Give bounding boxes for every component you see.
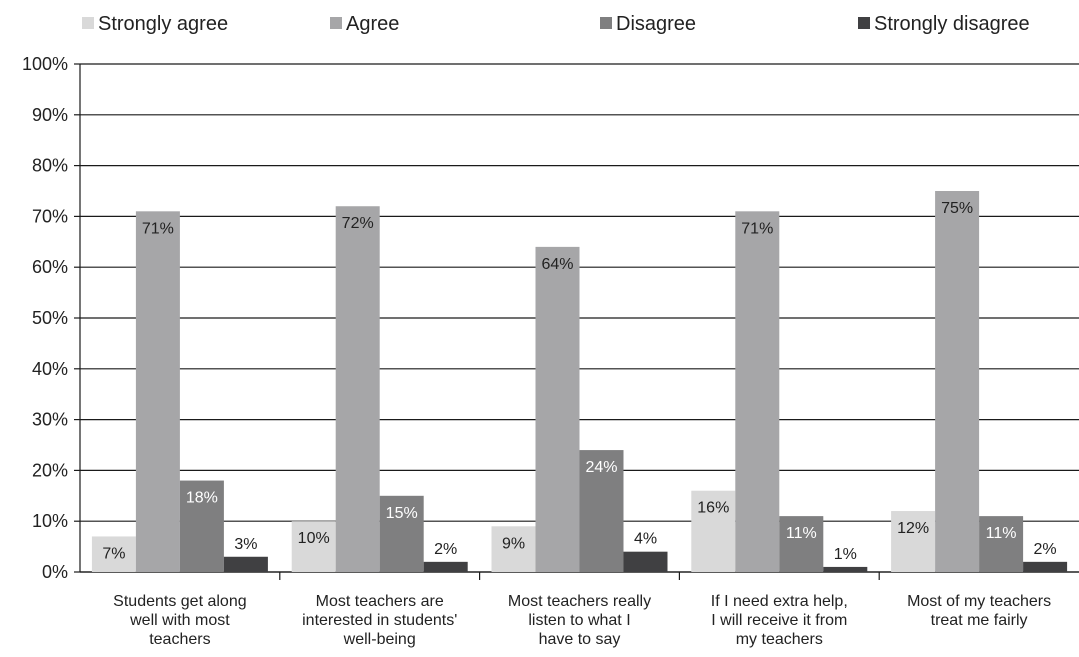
- data-label-strongly-agree-3: 16%: [697, 500, 729, 517]
- x-category-label-3-line-0: If I need extra help,: [711, 593, 848, 610]
- x-category-label-1-line-0: Most teachers are: [316, 593, 444, 610]
- y-tick-label-100: 100%: [22, 54, 68, 74]
- legend-swatch-strongly-disagree: [858, 17, 870, 29]
- bar-disagree-2: [579, 450, 624, 572]
- bar-disagree-1: [379, 495, 424, 572]
- bar-disagree-4: [979, 516, 1024, 572]
- legend-label-strongly-agree: Strongly agree: [98, 13, 228, 35]
- legend-label-disagree: Disagree: [616, 13, 696, 35]
- x-category-label-2-line-1: listen to what I: [528, 612, 630, 629]
- data-label-strongly-disagree-3: 1%: [834, 546, 857, 563]
- legend-swatch-strongly-agree: [82, 17, 94, 29]
- legend-label-agree: Agree: [346, 13, 399, 35]
- legend-swatch-disagree: [600, 17, 612, 29]
- data-label-disagree-3: 11%: [786, 525, 817, 542]
- legend-label-strongly-disagree: Strongly disagree: [874, 13, 1030, 35]
- x-category-label-0-line-0: Students get along: [113, 593, 246, 610]
- bar-strongly-agree-3: [691, 490, 736, 572]
- x-category-label-4-line-0: Most of my teachers: [907, 593, 1051, 610]
- bar-strongly-disagree-1: [423, 561, 468, 572]
- x-category-label-3-line-1: I will receive it from: [711, 612, 847, 629]
- data-label-disagree-1: 15%: [386, 505, 418, 522]
- bar-strongly-disagree-3: [823, 566, 868, 572]
- y-tick-label-50: 50%: [32, 308, 68, 328]
- bar-agree-0: [135, 211, 180, 572]
- x-category-label-0-line-2: teachers: [149, 631, 210, 648]
- y-tick-label-60: 60%: [32, 257, 68, 277]
- bar-disagree-0: [179, 480, 224, 572]
- data-label-agree-2: 64%: [541, 256, 573, 273]
- y-tick-label-0: 0%: [42, 562, 68, 582]
- data-label-strongly-agree-4: 12%: [897, 520, 929, 537]
- data-label-strongly-disagree-4: 2%: [1034, 541, 1057, 558]
- bar-agree-1: [335, 206, 380, 573]
- y-tick-label-10: 10%: [32, 511, 68, 531]
- y-tick-label-80: 80%: [32, 156, 68, 176]
- data-label-strongly-agree-1: 10%: [298, 530, 330, 547]
- x-category-label-1-line-1: interested in students': [302, 612, 457, 629]
- data-label-strongly-agree-0: 7%: [102, 545, 125, 562]
- bar-strongly-agree-4: [891, 511, 936, 572]
- bar-disagree-3: [779, 516, 824, 572]
- data-label-strongly-disagree-2: 4%: [634, 531, 657, 548]
- data-label-disagree-2: 24%: [585, 459, 617, 476]
- bar-strongly-agree-2: [491, 526, 536, 572]
- x-category-label-1-line-2: well-being: [343, 631, 416, 648]
- bar-strongly-agree-0: [91, 536, 136, 572]
- bar-agree-2: [535, 246, 580, 572]
- x-category-label-2-line-2: have to say: [539, 631, 621, 648]
- bar-strongly-disagree-2: [623, 551, 668, 572]
- bar-agree-3: [735, 211, 780, 572]
- data-label-disagree-4: 11%: [986, 525, 1017, 542]
- y-tick-label-90: 90%: [32, 105, 68, 125]
- data-label-agree-3: 71%: [741, 220, 773, 237]
- bar-strongly-disagree-4: [1023, 561, 1068, 572]
- legend-swatch-agree: [330, 17, 342, 29]
- x-category-label-4-line-1: treat me fairly: [931, 612, 1028, 629]
- bar-strongly-disagree-0: [223, 556, 268, 572]
- data-label-agree-0: 71%: [142, 220, 174, 237]
- data-label-strongly-agree-2: 9%: [502, 535, 525, 552]
- y-tick-label-30: 30%: [32, 410, 68, 430]
- y-tick-label-20: 20%: [32, 460, 68, 480]
- data-label-strongly-disagree-1: 2%: [434, 541, 457, 558]
- bar-strongly-agree-1: [291, 521, 336, 572]
- data-label-strongly-disagree-0: 3%: [234, 536, 257, 553]
- y-tick-label-70: 70%: [32, 206, 68, 226]
- x-category-label-0-line-1: well with most: [129, 612, 230, 629]
- data-label-disagree-0: 18%: [186, 490, 218, 507]
- y-tick-label-40: 40%: [32, 359, 68, 379]
- data-label-agree-4: 75%: [941, 200, 973, 217]
- x-category-label-2-line-0: Most teachers really: [508, 593, 651, 610]
- bar-agree-4: [935, 191, 980, 572]
- x-category-label-3-line-2: my teachers: [736, 631, 823, 648]
- data-label-agree-1: 72%: [342, 215, 374, 232]
